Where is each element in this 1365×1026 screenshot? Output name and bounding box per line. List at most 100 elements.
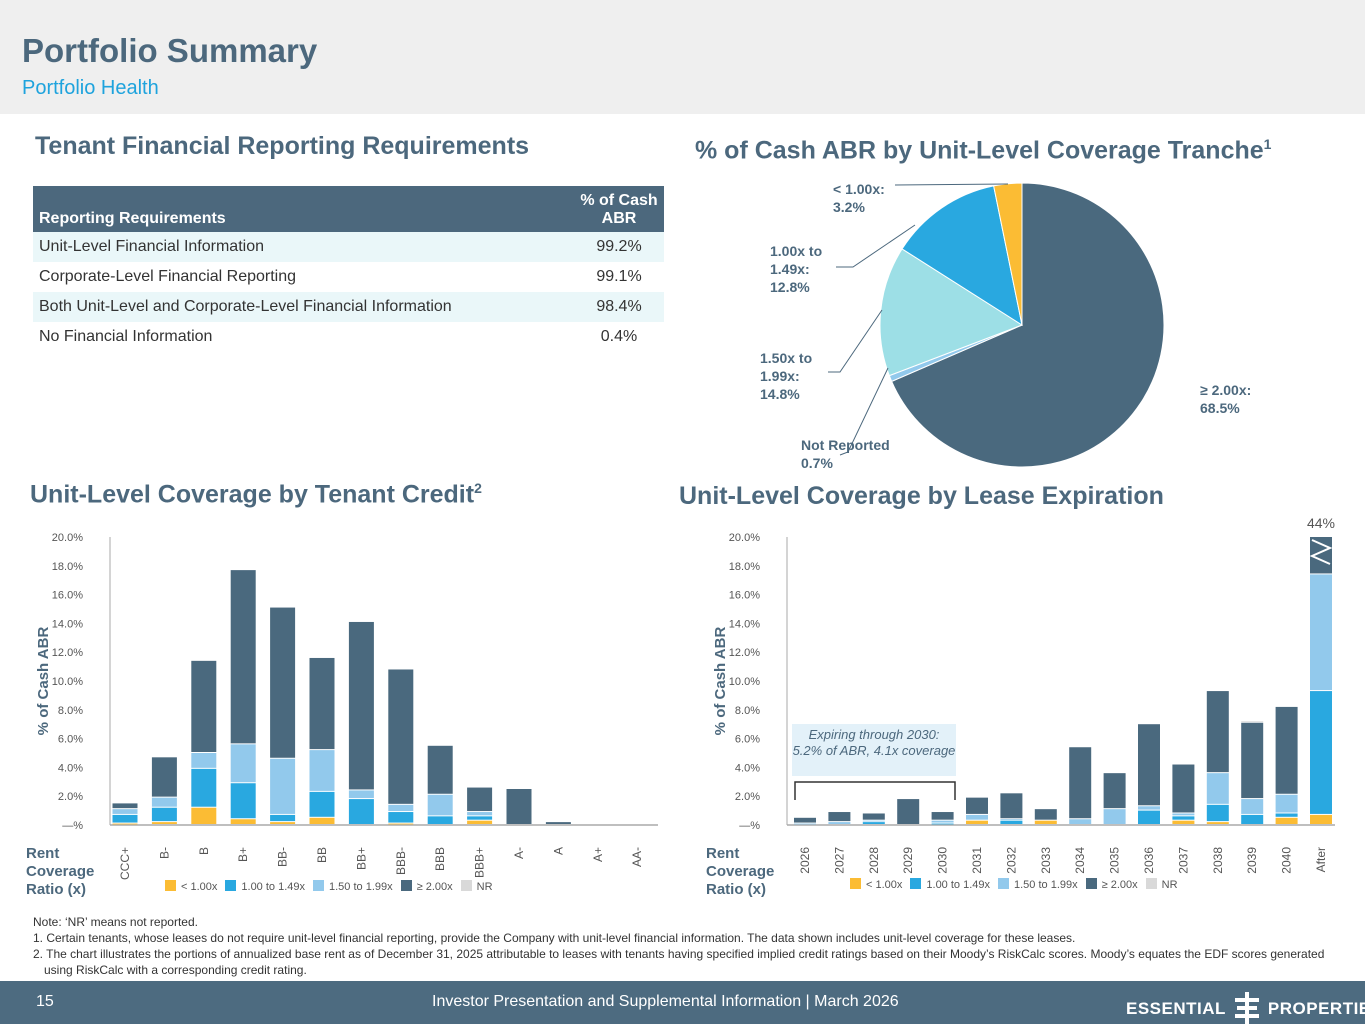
leader-line <box>839 367 889 456</box>
cell: Corporate-Level Financial Reporting <box>39 268 297 285</box>
page-title: Portfolio Summary <box>22 32 318 69</box>
footer-text: Investor Presentation and Supplemental I… <box>432 993 899 1010</box>
x-tick-label: 2033 <box>1039 847 1053 874</box>
bar-segment <box>388 812 414 823</box>
x-tick-label: BBB+ <box>473 847 487 878</box>
y-tick-label: 12.0% <box>729 647 760 659</box>
bar-segment <box>1034 820 1057 824</box>
x-tick-label: 2039 <box>1245 847 1259 874</box>
y-tick-label: 4.0% <box>58 762 83 774</box>
bar-segment <box>1206 773 1229 804</box>
expiration-chart-title: Unit-Level Coverage by Lease Expiration <box>679 482 1164 510</box>
cell: 98.4% <box>574 292 664 322</box>
x-tick-label: B- <box>157 847 171 859</box>
bar-segment <box>191 807 217 824</box>
y-tick-label: —% <box>62 820 83 832</box>
col-header: % of Cash ABR <box>574 186 664 232</box>
pie-title-text: % of Cash ABR by Unit-Level Coverage Tra… <box>695 136 1264 165</box>
bar-segment <box>1069 819 1092 824</box>
bar-segment <box>1172 764 1195 813</box>
bar-segment <box>112 809 138 814</box>
y-tick-label: 10.0% <box>729 676 760 688</box>
leader-line <box>894 183 1009 186</box>
legend-label: 1.00 to 1.49x <box>241 881 305 893</box>
bar-segment <box>1310 574 1332 691</box>
legend-swatch <box>313 880 324 891</box>
bar-segment <box>467 820 493 824</box>
bar-segment <box>1275 794 1298 813</box>
y-tick-label: 18.0% <box>52 561 83 573</box>
x-tick-label: 2026 <box>798 847 812 874</box>
bar-segment <box>348 799 374 824</box>
bar-segment <box>270 822 296 824</box>
bar-segment <box>1103 773 1126 809</box>
expiration-x-label: Rent Coverage Ratio (x) <box>706 845 775 898</box>
legend-label: < 1.00x <box>181 881 218 893</box>
pie-slice <box>891 182 1165 468</box>
page-subtitle: Portfolio Health <box>22 77 159 99</box>
y-tick-label: 8.0% <box>58 705 83 717</box>
legend-swatch <box>1145 878 1157 889</box>
legend-label: 1.50 to 1.99x <box>329 881 393 893</box>
bar-segment <box>506 789 532 824</box>
bar-segment <box>1241 799 1264 814</box>
cell: Unit-Level Financial Information <box>33 232 574 262</box>
bar-segment <box>230 570 256 744</box>
bar-segment <box>309 657 335 750</box>
bar-segment <box>828 822 851 824</box>
bar-segment <box>191 753 217 768</box>
credit-chart-title: Unit-Level Coverage by Tenant Credit2 <box>30 480 482 509</box>
x-tick-label: 2038 <box>1211 847 1225 874</box>
bar-segment <box>1172 813 1195 816</box>
table-title: Tenant Financial Reporting Requirements <box>35 132 530 160</box>
legend-swatch <box>998 878 1009 889</box>
bar-segment <box>270 814 296 822</box>
x-tick-label: 2032 <box>1004 847 1018 874</box>
bar-segment <box>388 669 414 804</box>
y-tick-label: 20.0% <box>729 532 760 544</box>
y-tick-label: 6.0% <box>58 734 83 746</box>
legend-swatch <box>400 880 412 891</box>
legend-swatch <box>165 880 176 891</box>
legend-label: 1.00 to 1.49x <box>926 879 990 891</box>
bar-segment <box>1206 691 1229 773</box>
bar-segment <box>794 817 816 823</box>
legend-label: 1.50 to 1.99x <box>1014 879 1078 891</box>
y-tick-label: 10.0% <box>52 676 83 688</box>
bar-segment <box>931 820 954 823</box>
legend-swatch <box>1085 878 1097 889</box>
bar-segment <box>1138 724 1160 806</box>
bar-segment <box>1172 816 1195 820</box>
legend-item: 1.00 to 1.49x <box>910 878 990 891</box>
x-tick-label: After <box>1314 847 1328 872</box>
bar-segment <box>1241 722 1264 799</box>
leader-line <box>828 309 883 373</box>
bar-segment <box>151 797 177 807</box>
x-tick-label: A <box>551 847 565 855</box>
bar-segment <box>1206 804 1229 822</box>
x-tick-label: BB <box>315 847 329 863</box>
bar-segment <box>112 823 138 825</box>
x-tick-label: 2028 <box>867 847 881 874</box>
bar-segment <box>191 768 217 807</box>
bar-segment <box>966 797 988 814</box>
bar-segment <box>309 791 335 817</box>
bar-segment <box>1310 814 1332 824</box>
bar-segment <box>1172 820 1195 824</box>
bar-segment <box>467 812 493 816</box>
expiration-annotation: Expiring through 2030: 5.2% of ABR, 4.1x… <box>792 724 956 776</box>
legend-swatch <box>460 880 472 891</box>
bar-segment <box>1103 809 1126 824</box>
pie-title: % of Cash ABR by Unit-Level Coverage Tra… <box>695 136 1271 165</box>
bar-segment <box>1034 809 1057 820</box>
cell: 99.2% <box>574 232 664 262</box>
footer: 15 Investor Presentation and Supplementa… <box>0 981 1365 1026</box>
x-tick-label: CCC+ <box>118 847 132 880</box>
legend-label: ≥ 2.00x <box>416 881 453 893</box>
bar-segment <box>427 816 453 824</box>
bar-segment <box>545 822 571 824</box>
y-tick-label: 14.0% <box>52 618 83 630</box>
bar-segment <box>1275 813 1298 817</box>
bar-segment <box>348 790 374 799</box>
